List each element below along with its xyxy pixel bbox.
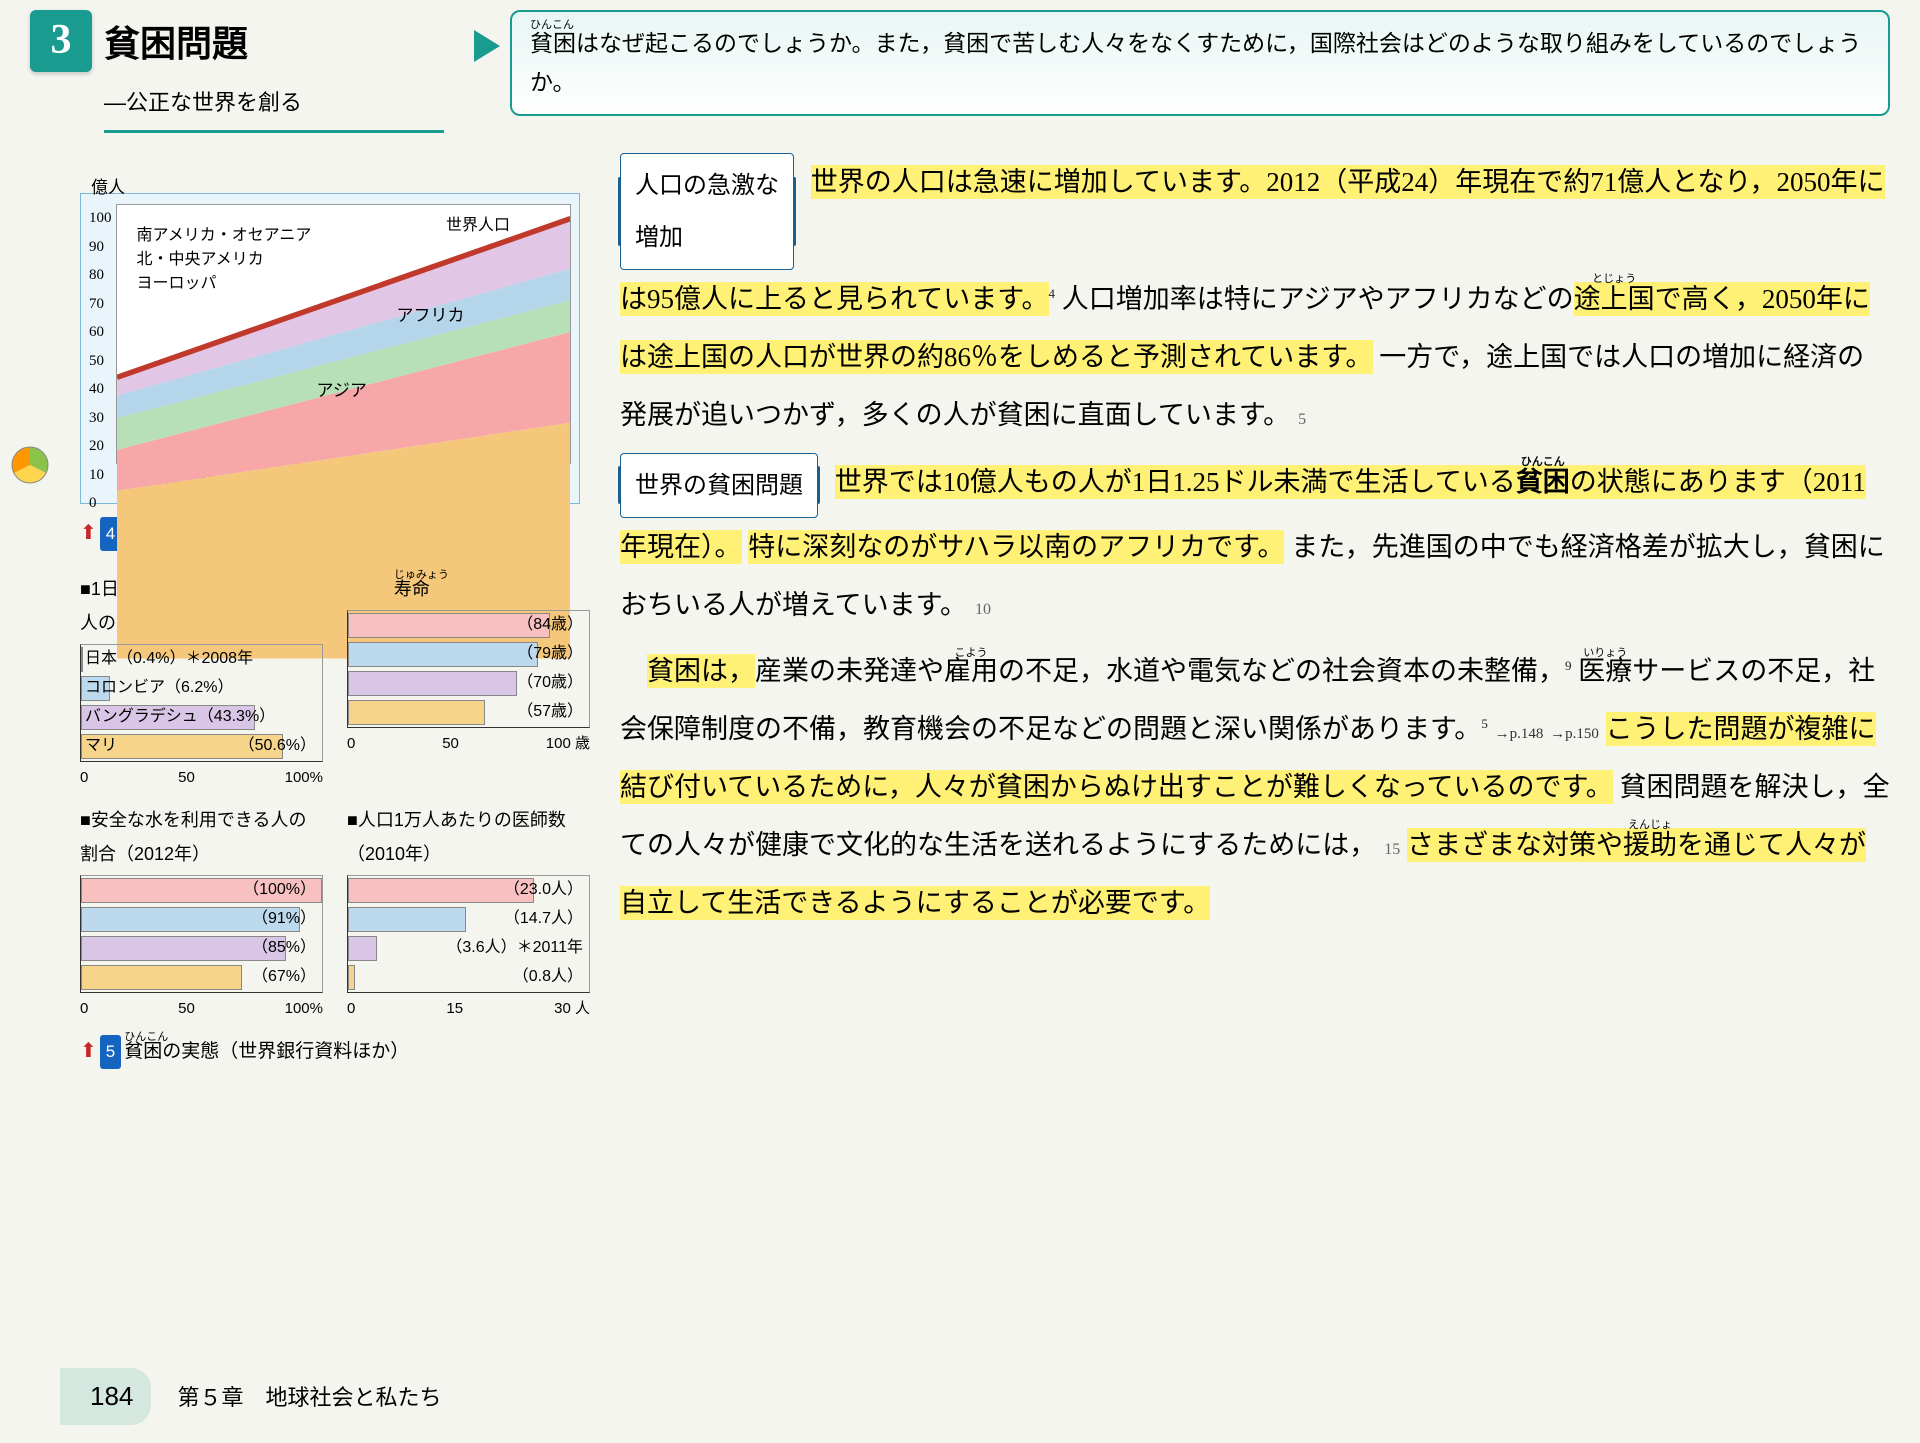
footnote-4: 4 — [1049, 286, 1056, 301]
bar-row: （57歳） — [348, 698, 589, 727]
topic-subtitle: ―公正な世界を創る — [104, 82, 444, 124]
topic-title-box: 貧困問題 ―公正な世界を創る — [104, 10, 444, 133]
area-chart: アジア アフリカ ヨーロッパ 北・中央アメリカ 南アメリカ・オセアニア 世界人口 — [116, 204, 572, 464]
bar-row: マリ（50.6%） — [81, 732, 322, 761]
p3f: が必要です。 — [1051, 886, 1210, 920]
intro-question: ひんこん貧困はなぜ起こるのでしょうか。また，貧困で苦しむ人々をなくすために，国際… — [510, 10, 1890, 116]
pref-148: →p.148 — [1495, 726, 1544, 742]
p3d: さまざまな対策や — [1407, 828, 1623, 862]
line-5: 5 — [1298, 411, 1306, 428]
footnote-5: 5 — [1481, 716, 1488, 731]
topic-header: 3 貧困問題 ―公正な世界を創る ひんこん貧困はなぜ起こるのでしょうか。また，貧… — [30, 10, 1890, 133]
topic-title: 貧困問題 — [104, 10, 444, 78]
intro-text: 貧困はなぜ起こるのでしょうか。また，貧困で苦しむ人々をなくすために，国際社会はど… — [530, 30, 1861, 95]
body-text: 人口の急激な増加 世界の人口は急速に増加しています。2012（平成24）年現在で… — [620, 153, 1890, 1089]
p2a: 世界では10億人もの人が1日1.25ドル未満で生活している — [835, 465, 1516, 499]
chart2-caption: ⬆5ひんこん貧困の実態（世界銀行資料ほか） — [80, 1032, 590, 1070]
footnote-9: 9 — [1565, 658, 1572, 673]
area-chart-box: 億人 1009080706050403020100 アジア アフリカ — [80, 193, 580, 504]
bar-chart-4: ■人口1万人あたりの医師数（2010年） （23.0人）（14.7人）（3.6人… — [347, 803, 590, 1024]
bar-row: バングラデシュ（43.3%） — [81, 703, 322, 732]
p3-mid1: 産業の未発達や — [755, 656, 944, 686]
bar-row: （14.7人） — [348, 905, 589, 934]
chapter-title: 第５章 地球社会と私たち — [178, 1385, 442, 1410]
line-10: 10 — [975, 601, 991, 618]
pie-icon — [10, 445, 50, 485]
bar-row: （0.8人） — [348, 963, 589, 992]
p3a: 貧困は， — [647, 654, 755, 688]
bar-chart-3: ■安全な水を利用できる人の割合（2012年） （100%）（91%）（85%）（… — [80, 803, 323, 1024]
label-africa: アフリカ — [397, 300, 465, 332]
bar-row: （3.6人）＊2011年 — [348, 934, 589, 963]
y-ticks: 1009080706050403020100 — [89, 204, 112, 464]
bar-row: （67%） — [81, 963, 322, 992]
bar-row: （91%） — [81, 905, 322, 934]
label-sa: 南アメリカ・オセアニア — [137, 221, 312, 251]
bar-row: （100%） — [81, 876, 322, 905]
bar-row: 日本（0.4%）＊2008年 — [81, 645, 322, 674]
bar-row: （79歳） — [348, 640, 589, 669]
left-column: 億人 1009080706050403020100 アジア アフリカ — [30, 153, 600, 1089]
section-label-2: 世界の貧困問題 — [620, 453, 818, 519]
bar-row: コロンビア（6.2%） — [81, 674, 322, 703]
p2b: 特に深刻なのがサハラ以南のアフリカです。 — [748, 530, 1284, 564]
bar-row: （85%） — [81, 934, 322, 963]
bar-row: （84歳） — [348, 611, 589, 640]
p1b-pre: 人口増加率は特にアジアやアフリカなどの — [1062, 284, 1574, 314]
page-footer: 184 第５章 地球社会と私たち — [60, 1368, 442, 1425]
p3-mid2: の不足，水道や電気などの社会資本の未整備， — [998, 656, 1565, 686]
bar-row: （23.0人） — [348, 876, 589, 905]
pref-150: →p.150 — [1550, 726, 1599, 742]
line-15: 15 — [1384, 841, 1400, 858]
page-number: 184 — [60, 1368, 151, 1425]
topic-number: 3 — [30, 10, 92, 72]
label-world: 世界人口 — [446, 211, 510, 241]
label-asia: アジア — [317, 375, 367, 407]
bar3-title: ■安全な水を利用できる人の割合（2012年） — [80, 803, 323, 871]
bar-row: （70歳） — [348, 669, 589, 698]
triangle-icon — [474, 30, 500, 62]
section-label-1: 人口の急激な増加 — [620, 153, 794, 270]
bar4-title: ■人口1万人あたりの医師数（2010年） — [347, 803, 590, 871]
y-axis-unit: 億人 — [91, 172, 125, 204]
